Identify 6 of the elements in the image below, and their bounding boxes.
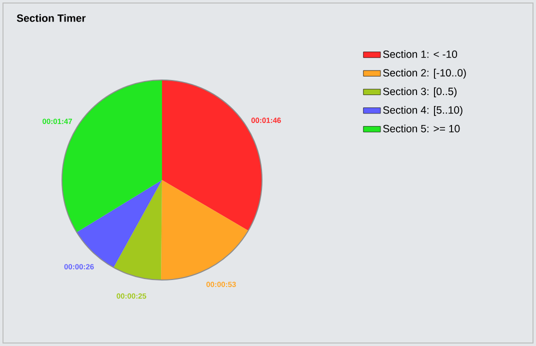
legend-label: Section 5: >= 10	[383, 124, 460, 132]
legend-label: Section 3: [0..5)	[383, 87, 457, 98]
legend-label: Section 1: < -10	[383, 50, 458, 58]
legend-label: Section 2: [-10..0)	[383, 68, 466, 79]
legend-label: Section 4: [5..10)	[383, 106, 462, 116]
chart-title: Section Timer	[16, 14, 86, 22]
